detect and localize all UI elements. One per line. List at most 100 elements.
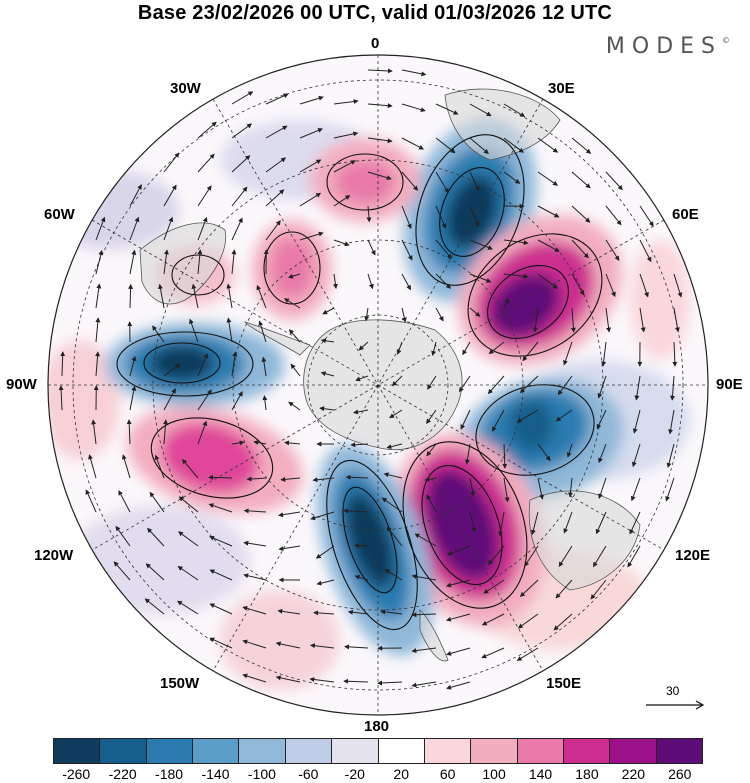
wind-vector: [226, 317, 233, 343]
wind-vector: [265, 125, 288, 139]
wind-vector: [367, 103, 393, 109]
reference-arrow-icon: [646, 700, 705, 710]
wind-vector: [113, 561, 131, 581]
wind-vector: [630, 477, 641, 502]
wind-vector: [670, 375, 676, 401]
wind-vector: [435, 103, 459, 115]
wind-vector: [163, 249, 169, 275]
wind-vector: [435, 307, 444, 322]
wind-vector: [265, 220, 281, 241]
latitude-circle: [307, 314, 449, 456]
wind-vector: [253, 440, 267, 445]
wind-vector: [290, 363, 301, 377]
modes-logo: MODES©: [606, 34, 730, 59]
colorbar-segment: [517, 739, 564, 763]
colorbar-segment: [656, 739, 703, 763]
wind-vector: [333, 195, 351, 207]
colorbar-tick-label: 220: [621, 766, 646, 782]
colorbar-segment: [54, 739, 101, 763]
wind-vector: [411, 612, 437, 618]
wind-vector: [277, 608, 301, 615]
wind-vector: [605, 239, 620, 262]
colorbar-segment: [610, 739, 657, 763]
wind-vector: [401, 205, 412, 230]
wind-vector: [459, 375, 471, 393]
wind-vector: [191, 283, 199, 309]
wind-vector: [91, 419, 97, 445]
wind-vector: [498, 511, 505, 537]
wind-vector: [557, 375, 573, 396]
wind-vector: [537, 205, 560, 218]
wind-vector: [283, 298, 301, 309]
wind-vector: [231, 186, 248, 207]
wind-vector: [571, 205, 591, 223]
wind-vector: [566, 443, 573, 458]
colorbar-tick-label: -220: [108, 766, 137, 782]
wind-vector: [319, 406, 335, 412]
wind-vector: [58, 385, 64, 411]
wind-vector: [209, 569, 233, 581]
wind-vector: [537, 239, 560, 252]
colorbar-tick-label: -180: [155, 766, 184, 782]
reference-vector-value: 30: [666, 684, 680, 698]
wind-vector: [401, 273, 411, 291]
wind-vector: [629, 511, 641, 535]
wind-vector: [258, 320, 267, 343]
wind-vector: [396, 341, 403, 355]
wind-vector: [632, 409, 641, 434]
wind-vector: [598, 443, 607, 464]
contour: [439, 167, 505, 257]
polar-stereographic-map: +: [47, 54, 709, 716]
wind-vector: [411, 681, 437, 688]
colorbar-segment: [378, 739, 425, 763]
wind-vector: [666, 443, 675, 469]
wind-vector: [288, 401, 301, 411]
wind-vector: [347, 609, 369, 615]
wind-vector: [590, 579, 607, 600]
wind-vector: [163, 184, 177, 207]
wind-vector: [278, 511, 301, 518]
wind-vector: [435, 137, 456, 154]
contour: [421, 464, 503, 586]
colorbar-tick-label: 260: [668, 766, 692, 782]
wind-vector: [367, 137, 393, 144]
wind-vector: [435, 273, 452, 289]
lon-label-180: 180: [364, 718, 390, 735]
wind-vector: [384, 569, 403, 581]
contour: [467, 233, 603, 357]
wind-vector: [320, 371, 335, 377]
wind-vector: [209, 603, 233, 615]
wind-vector: [177, 566, 199, 581]
wind-vector: [601, 341, 607, 367]
colorbar-segment: [193, 739, 240, 763]
wind-vector: [435, 239, 452, 260]
wind-vector: [309, 677, 335, 683]
wind-vector: [435, 205, 447, 229]
wind-vector: [197, 353, 208, 377]
anomaly-field: [48, 118, 690, 690]
wind-vector: [265, 93, 289, 105]
africa: [444, 88, 561, 161]
lon-label-0: 0: [371, 35, 380, 52]
weak-pos-ring: [630, 240, 690, 360]
wind-vector: [634, 375, 641, 401]
wind-vector: [519, 579, 539, 597]
wind-vector: [563, 511, 573, 534]
wind-vector: [147, 527, 165, 547]
wind-vector: [313, 610, 335, 616]
wind-vector: [343, 508, 369, 514]
wind-vector: [208, 503, 233, 513]
wind-vector: [567, 477, 573, 498]
wind-vector: [152, 325, 165, 343]
contour: [150, 417, 274, 499]
wind-vector: [320, 338, 335, 344]
wind-vector: [411, 574, 437, 581]
wind-vector: [129, 249, 137, 275]
contour: [171, 254, 225, 296]
wind-vector: [401, 239, 413, 261]
wind-vector: [488, 545, 505, 566]
wind-vector: [261, 356, 267, 377]
wind-vector: [673, 307, 680, 333]
antarctica: [303, 319, 463, 451]
colorbar-segment: [424, 739, 472, 763]
